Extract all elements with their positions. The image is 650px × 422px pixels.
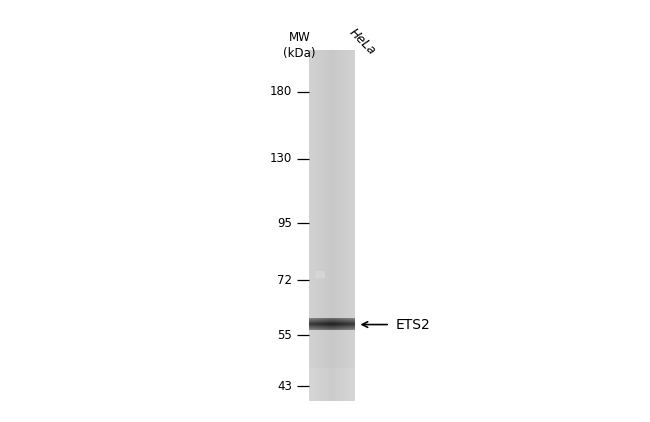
Text: MW
(kDa): MW (kDa): [283, 31, 316, 60]
Text: 95: 95: [277, 216, 292, 230]
Text: ETS2: ETS2: [395, 318, 430, 332]
Text: HeLa: HeLa: [346, 26, 378, 58]
Text: 130: 130: [270, 152, 292, 165]
Text: 55: 55: [277, 329, 292, 342]
Text: 43: 43: [277, 379, 292, 392]
Text: 180: 180: [270, 85, 292, 98]
Text: 72: 72: [277, 273, 292, 287]
